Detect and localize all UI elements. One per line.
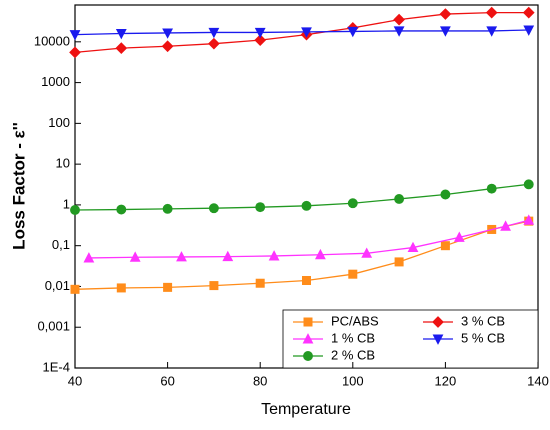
marker	[347, 26, 359, 38]
legend-label: 1 % CB	[331, 330, 375, 345]
marker	[268, 250, 280, 261]
marker	[70, 205, 80, 215]
marker	[439, 8, 452, 20]
marker	[486, 183, 497, 194]
marker	[432, 316, 444, 328]
marker	[301, 27, 312, 38]
y-tick-label: 0,01	[45, 278, 70, 293]
y-tick-label: 100	[48, 115, 70, 130]
marker	[70, 284, 80, 294]
marker	[115, 28, 127, 40]
y-tick-label: 0,001	[37, 319, 70, 334]
marker	[69, 30, 81, 41]
marker	[255, 202, 266, 213]
x-tick-label: 120	[435, 373, 457, 388]
marker	[485, 6, 498, 19]
marker	[440, 241, 450, 251]
marker	[129, 251, 141, 262]
marker	[303, 351, 313, 361]
legend-label: 2 % CB	[331, 347, 375, 362]
marker	[440, 26, 451, 37]
marker	[162, 28, 173, 39]
legend-label: PC/ABS	[331, 313, 379, 328]
marker	[115, 42, 128, 54]
marker	[348, 269, 358, 279]
marker	[209, 281, 219, 291]
marker	[208, 37, 220, 50]
marker	[393, 13, 405, 26]
marker	[523, 214, 535, 225]
marker	[254, 34, 267, 46]
y-tick-label: 1E-4	[43, 359, 70, 374]
x-tick-label: 40	[68, 373, 82, 388]
marker	[208, 27, 220, 39]
marker	[302, 333, 314, 344]
x-tick-label: 60	[160, 373, 174, 388]
marker	[347, 198, 358, 209]
x-tick-label: 100	[342, 373, 364, 388]
legend-box	[282, 309, 539, 369]
marker	[440, 189, 451, 200]
marker	[522, 6, 535, 19]
marker	[407, 241, 419, 253]
marker	[523, 179, 534, 190]
marker	[116, 204, 127, 215]
legend-label: 5 % CB	[461, 330, 505, 345]
x-tick-label: 80	[253, 373, 267, 388]
marker	[163, 282, 173, 292]
marker	[222, 250, 234, 262]
marker	[83, 252, 95, 263]
y-axis-label: Loss Factor - ε''	[9, 122, 28, 250]
y-tick-label: 10000	[34, 33, 70, 48]
marker	[314, 248, 326, 260]
marker	[302, 275, 311, 285]
marker	[301, 200, 312, 211]
marker	[453, 231, 465, 242]
y-tick-label: 0,1	[52, 237, 70, 252]
marker	[394, 194, 405, 204]
y-tick-label: 10	[56, 156, 70, 171]
y-tick-label: 1000	[41, 74, 70, 89]
marker	[208, 203, 219, 214]
marker	[303, 317, 313, 327]
marker	[432, 334, 444, 345]
marker	[162, 203, 173, 214]
marker	[161, 40, 174, 53]
x-tick-label: 140	[527, 373, 549, 388]
x-axis-label: Temperature	[261, 401, 351, 418]
marker	[393, 26, 405, 37]
marker	[69, 46, 81, 59]
marker	[116, 283, 126, 293]
marker	[255, 278, 265, 288]
marker	[500, 220, 511, 231]
y-tick-label: 1	[63, 196, 70, 211]
marker	[176, 251, 187, 262]
legend-label: 3 % CB	[461, 313, 505, 328]
marker	[361, 247, 373, 258]
marker	[486, 26, 498, 37]
marker	[254, 27, 266, 39]
marker	[394, 257, 404, 267]
marker	[523, 25, 535, 36]
